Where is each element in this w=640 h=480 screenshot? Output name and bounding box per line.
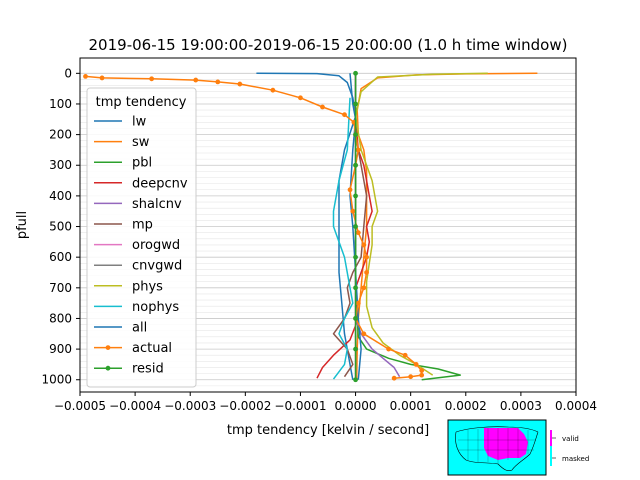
x-tick-label: 0.0004 <box>555 399 597 413</box>
inset-map: valid masked <box>447 419 589 476</box>
y-tick-label: 1000 <box>41 373 72 387</box>
x-axis: −0.0005 −0.0004 −0.0003 −0.0002 −0.0001 0.000… <box>54 392 597 413</box>
series-point-actual <box>419 368 425 373</box>
legend-label-deepcnv: deepcnv <box>132 176 188 191</box>
series-point-resid <box>353 316 358 321</box>
x-tick-label: −0.0001 <box>274 399 326 413</box>
series-point-actual <box>408 374 414 380</box>
x-tick-label: −0.0005 <box>54 399 106 413</box>
x-axis-label: tmp tendency [kelvin / second] <box>227 423 429 438</box>
series-point-actual <box>342 112 347 118</box>
legend-label-pbl: pbl <box>132 156 152 171</box>
series-line-phys <box>354 72 488 376</box>
series-point-actual <box>350 208 356 214</box>
series-point-resid <box>353 346 358 352</box>
legend-label-nophys: nophys <box>132 300 179 315</box>
legend-label-orogwd: orogwd <box>132 238 180 253</box>
inset-legend-masked-swatch <box>550 446 552 466</box>
y-tick-label: 900 <box>49 342 72 356</box>
y-axis-label: pfull <box>15 211 30 239</box>
y-tick-label: 100 <box>49 97 72 111</box>
x-tick-label: 0.0002 <box>445 399 487 413</box>
series-point-actual <box>149 76 155 82</box>
x-tick-label: 0.0003 <box>500 399 542 413</box>
y-tick-label: 400 <box>49 189 72 203</box>
y-tick-label: 300 <box>49 158 72 172</box>
series-point-actual <box>402 352 408 358</box>
series-point-actual <box>83 73 88 79</box>
series-point-resid <box>353 101 358 107</box>
y-tick-label: 600 <box>49 250 72 264</box>
series-point-resid <box>353 132 358 138</box>
series-point-resid <box>353 193 358 199</box>
y-tick-label: 800 <box>49 311 72 325</box>
y-tick-label: 200 <box>49 128 72 142</box>
legend-label-resid: resid <box>132 362 164 377</box>
inset-map-valid-region <box>484 428 528 460</box>
series-point-actual <box>355 300 361 306</box>
inset-map-coastline <box>455 426 539 472</box>
series-point-resid <box>353 377 358 383</box>
y-tick-label: 500 <box>49 220 72 234</box>
series-line-mp <box>332 73 368 378</box>
series-point-actual <box>361 285 367 291</box>
legend-label-mp: mp <box>132 218 153 233</box>
series-point-actual <box>355 230 361 236</box>
series-point-actual <box>270 87 276 93</box>
series-line-nophys <box>332 97 354 380</box>
y-tick-label: 0 <box>64 66 72 80</box>
inset-legend-valid-label: valid <box>562 435 579 443</box>
legend-marker-actual <box>105 345 111 350</box>
legend-label-phys: phys <box>132 279 163 294</box>
x-tick-label: −0.0003 <box>164 399 216 413</box>
legend: tmp tendency lw sw pbl deepcnv shalcnv mp orog… <box>86 87 197 388</box>
y-tick-label: 700 <box>49 281 72 295</box>
inset-legend: valid masked <box>550 430 589 466</box>
chart-title: 2019-06-15 19:00:00-2019-06-15 20:00:00 … <box>89 36 568 54</box>
series-point-actual <box>215 79 221 85</box>
x-tick-label: 0.0000 <box>335 399 377 413</box>
series-point-actual <box>391 375 397 381</box>
series-point-actual <box>419 372 425 378</box>
plot-frame <box>79 57 577 393</box>
series-point-actual <box>364 270 369 275</box>
inset-legend-masked-label: masked <box>562 455 589 463</box>
x-tick-label: 0.0001 <box>390 399 432 413</box>
series-point-resid <box>353 224 358 229</box>
legend-label-shalcnv: shalcnv <box>132 197 182 212</box>
legend-label-cnvgwd: cnvgwd <box>132 259 182 274</box>
series-point-resid <box>353 162 358 168</box>
inset-map-state-lines <box>458 428 536 464</box>
legend-items: lw sw pbl deepcnv shalcnv mp orogwd cnvgwd phys n… <box>94 115 188 377</box>
x-tick-label: −0.0002 <box>219 399 271 413</box>
series-point-actual <box>347 187 353 193</box>
series-point-actual <box>361 242 367 248</box>
legend-label-actual: actual <box>132 341 172 356</box>
series-point-actual <box>99 75 105 81</box>
series-point-actual <box>298 95 303 101</box>
series-point-resid <box>353 254 358 260</box>
legend-marker-resid <box>105 365 111 371</box>
inset-legend-valid-swatch <box>550 430 552 446</box>
series-point-actual <box>361 331 367 337</box>
x-tick-label: −0.0004 <box>109 399 161 413</box>
series-layer <box>83 70 538 383</box>
series-point-resid <box>353 70 358 76</box>
series-point-resid <box>353 285 358 291</box>
legend-label-sw: sw <box>132 135 150 150</box>
series-point-actual <box>413 362 419 367</box>
series-point-actual <box>237 81 243 87</box>
legend-title: tmp tendency <box>96 95 187 110</box>
series-point-actual <box>193 77 199 83</box>
series-point-actual <box>355 147 361 153</box>
series-point-actual <box>320 104 325 110</box>
series-point-actual <box>386 346 392 352</box>
legend-label-all: all <box>132 321 147 336</box>
y-axis: 0 100 200 300 400 500 600 700 800 900 1000 <box>41 66 80 387</box>
legend-label-lw: lw <box>132 115 147 130</box>
series-point-actual <box>364 254 369 260</box>
